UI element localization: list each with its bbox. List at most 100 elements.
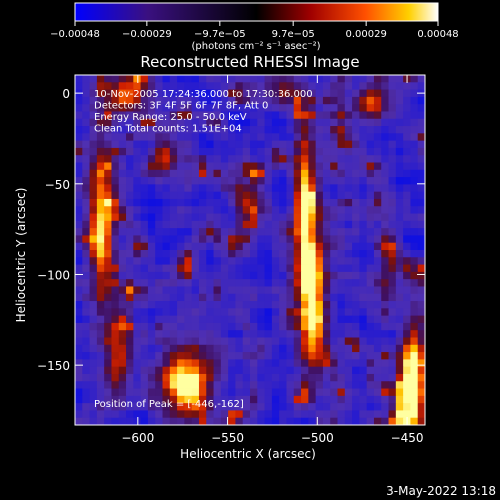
heatmap-cell — [293, 235, 302, 244]
heatmap-cell — [198, 308, 207, 317]
heatmap-cell — [308, 337, 317, 346]
heatmap-cell — [330, 257, 338, 265]
heatmap-cell — [301, 184, 309, 193]
heatmap-cell — [155, 359, 163, 368]
heatmap-cell — [184, 191, 193, 200]
heatmap-cell — [410, 366, 419, 375]
heatmap-cell — [126, 308, 134, 317]
heatmap-cell — [359, 366, 368, 375]
heatmap-cell — [213, 104, 222, 112]
heatmap-cell — [89, 89, 98, 98]
heatmap-cell — [213, 257, 222, 265]
heatmap-cell — [191, 279, 200, 287]
heatmap-cell — [271, 366, 280, 375]
heatmap-cell — [82, 191, 90, 200]
heatmap-cell — [155, 104, 163, 112]
heatmap-cell — [257, 301, 265, 309]
heatmap-cell — [279, 96, 287, 105]
heatmap-cell — [322, 366, 331, 375]
heatmap-cell — [271, 162, 280, 171]
heatmap-cell — [220, 228, 229, 236]
heatmap-cell — [257, 366, 265, 375]
heatmap-cell — [155, 140, 163, 149]
heatmap-cell — [301, 315, 309, 324]
heatmap-cell — [410, 75, 419, 83]
heatmap-cell — [301, 337, 309, 346]
heatmap-cell — [330, 162, 338, 171]
heatmap-cell — [191, 250, 200, 258]
heatmap-cell — [308, 111, 317, 120]
heatmap-cell — [198, 417, 207, 425]
heatmap-cell — [169, 118, 178, 127]
heatmap-cell — [242, 96, 251, 105]
heatmap-cell — [220, 191, 229, 200]
heatmap-cell — [410, 279, 419, 287]
heatmap-cell — [352, 96, 360, 105]
heatmap-cell — [242, 147, 251, 156]
heatmap-cell — [352, 403, 360, 411]
heatmap-cell — [301, 352, 309, 360]
heatmap-cell — [169, 235, 178, 244]
heatmap-cell — [301, 118, 309, 127]
heatmap-cell — [82, 177, 90, 185]
heatmap-cell — [133, 395, 142, 404]
heatmap-cell — [337, 242, 346, 251]
heatmap-cell — [75, 104, 83, 112]
annotation-line: Energy Range: 25.0 - 50.0 keV — [94, 112, 247, 123]
heatmap-cell — [184, 198, 193, 207]
heatmap-cell — [82, 293, 90, 302]
heatmap-cell — [235, 162, 244, 171]
heatmap-cell — [315, 388, 324, 397]
heatmap-cell — [177, 366, 185, 375]
heatmap-cell — [206, 308, 214, 317]
heatmap-cell — [322, 242, 331, 251]
heatmap-cell — [162, 89, 171, 98]
heatmap-cell — [293, 271, 302, 280]
heatmap-cell — [118, 417, 127, 425]
heatmap-cell — [315, 403, 324, 411]
heatmap-cell — [359, 410, 368, 419]
heatmap-cell — [315, 82, 324, 90]
heatmap-cell — [264, 315, 273, 324]
heatmap-cell — [235, 381, 244, 389]
heatmap-cell — [359, 89, 368, 98]
heatmap-cell — [257, 242, 265, 251]
heatmap-cell — [271, 352, 280, 360]
heatmap-cell — [286, 301, 295, 309]
heatmap-cell — [330, 82, 338, 90]
heatmap-cell — [322, 126, 331, 134]
heatmap-cell — [242, 191, 251, 200]
heatmap-cell — [315, 206, 324, 214]
heatmap-cell — [337, 75, 346, 83]
heatmap-cell — [177, 315, 185, 324]
heatmap-cell — [228, 162, 236, 171]
heatmap-cell — [118, 126, 127, 134]
heatmap-cell — [337, 264, 346, 273]
heatmap-cell — [250, 330, 258, 338]
heatmap-cell — [155, 235, 163, 244]
heatmap-cell — [118, 337, 127, 346]
heatmap-cell — [82, 228, 90, 236]
heatmap-cell — [169, 242, 178, 251]
heatmap-cell — [264, 417, 273, 425]
heatmap-cell — [395, 147, 404, 156]
heatmap-cell — [198, 169, 207, 178]
heatmap-cell — [352, 75, 360, 83]
heatmap-cell — [330, 301, 338, 309]
heatmap-cell — [417, 410, 425, 419]
heatmap-cell — [417, 359, 425, 368]
heatmap-cell — [301, 242, 309, 251]
heatmap-cell — [155, 162, 163, 171]
heatmap-cell — [301, 271, 309, 280]
heatmap-cell — [184, 417, 193, 425]
heatmap-cell — [271, 250, 280, 258]
heatmap-cell — [75, 301, 83, 309]
heatmap-cell — [395, 82, 404, 90]
heatmap-cell — [89, 140, 98, 149]
heatmap-cell — [111, 162, 120, 171]
heatmap-cell — [235, 330, 244, 338]
heatmap-cell — [82, 147, 90, 156]
heatmap-cell — [322, 381, 331, 389]
heatmap-cell — [359, 177, 368, 185]
heatmap-cell — [162, 133, 171, 142]
